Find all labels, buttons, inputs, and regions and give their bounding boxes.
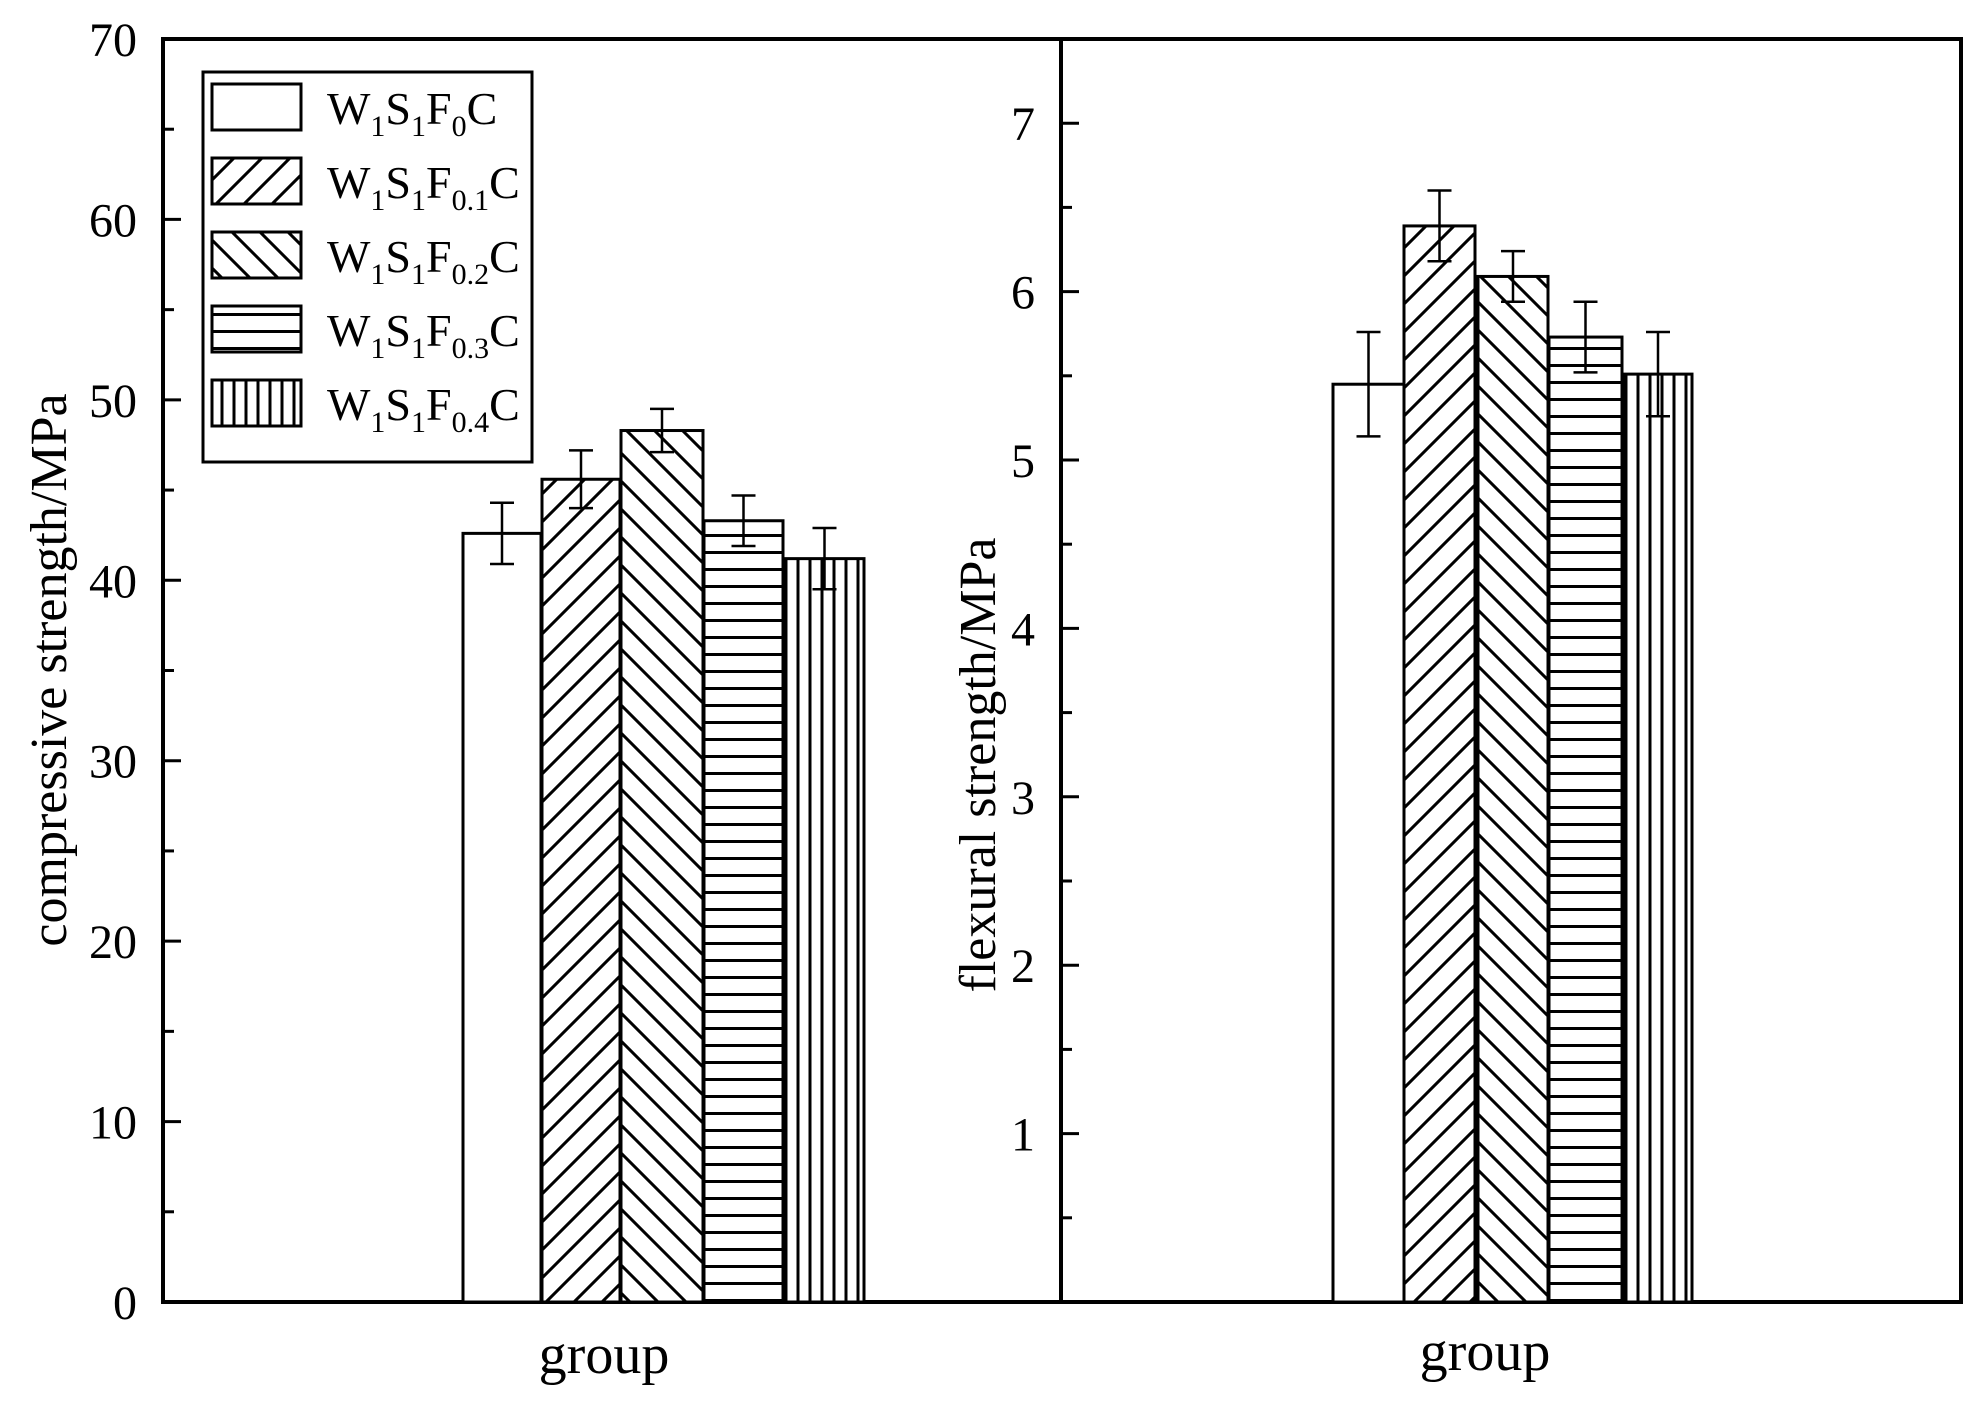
left-tick-label: 20: [89, 916, 137, 969]
left-bar-3: [619, 429, 705, 1304]
legend-label: W1S1F0.4C: [327, 379, 520, 439]
left-tick-label: 60: [89, 194, 137, 247]
right-x-axis-label: group: [1420, 1321, 1551, 1383]
left-bar-1: [461, 531, 543, 1304]
right-tick-label: 5: [1011, 435, 1035, 488]
left-x-axis-label: group: [539, 1324, 670, 1386]
left-y-ticks: 0 10 20 30 40 50 60 70: [89, 14, 181, 1330]
left-tick-label: 0: [113, 1277, 137, 1330]
right-y-axis-label: flexural strength/MPa: [950, 538, 1007, 993]
legend-entry-4: W1S1F0.3C: [210, 304, 520, 365]
right-bar-1: [1331, 382, 1406, 1304]
legend-label: W1S1F0.3C: [327, 305, 520, 365]
legend: W1S1F0C W1S1F0.1C W1S1F0.2C W1S1F0.3C W1S1F0…: [201, 70, 534, 464]
legend-swatch: [210, 304, 303, 354]
right-bar-3: [1476, 274, 1550, 1304]
legend-label: W1S1F0.1C: [327, 157, 520, 217]
legend-swatch: [210, 230, 303, 280]
right-tick-label: 1: [1011, 1109, 1035, 1162]
right-y-ticks: 1 2 3 4 5 6 7: [1011, 98, 1079, 1220]
right-tick-label: 6: [1011, 267, 1035, 320]
right-tick-label: 2: [1011, 940, 1035, 993]
left-tick-label: 40: [89, 555, 137, 608]
legend-label: W1S1F0.2C: [327, 231, 520, 291]
legend-entry-3: W1S1F0.2C: [210, 230, 520, 291]
left-bar-4: [702, 519, 785, 1304]
left-tick-label: 30: [89, 736, 137, 789]
right-bar-5: [1622, 372, 1694, 1304]
legend-entry-5: W1S1F0.4C: [210, 378, 520, 439]
legend-label: W1S1F0C: [327, 83, 497, 143]
left-bar-5: [783, 557, 866, 1304]
legend-entry-1: W1S1F0C: [210, 82, 497, 143]
right-tick-label: 3: [1011, 772, 1035, 825]
right-tick-label: 4: [1011, 603, 1035, 656]
right-bar-4: [1547, 335, 1624, 1304]
left-bar-2: [540, 477, 622, 1304]
right-bars: [1331, 189, 1694, 1304]
left-y-axis-label: compressive strength/MPa: [21, 393, 78, 946]
right-panel: 1 2 3 4 5 6 7 flexural strength/MPa group: [950, 37, 1963, 1383]
legend-entry-2: W1S1F0.1C: [210, 156, 520, 217]
right-bar-2: [1402, 224, 1477, 1304]
legend-swatch: [210, 82, 303, 132]
left-panel: 0 10 20 30 40 50 60 70 compressive strength/MPa…: [21, 14, 1061, 1386]
left-tick-label: 70: [89, 14, 137, 67]
left-bars: [461, 407, 866, 1304]
right-tick-label: 7: [1011, 98, 1035, 151]
left-tick-label: 50: [89, 375, 137, 428]
left-tick-label: 10: [89, 1097, 137, 1150]
legend-swatch: [210, 156, 303, 206]
legend-swatch: [210, 378, 303, 428]
